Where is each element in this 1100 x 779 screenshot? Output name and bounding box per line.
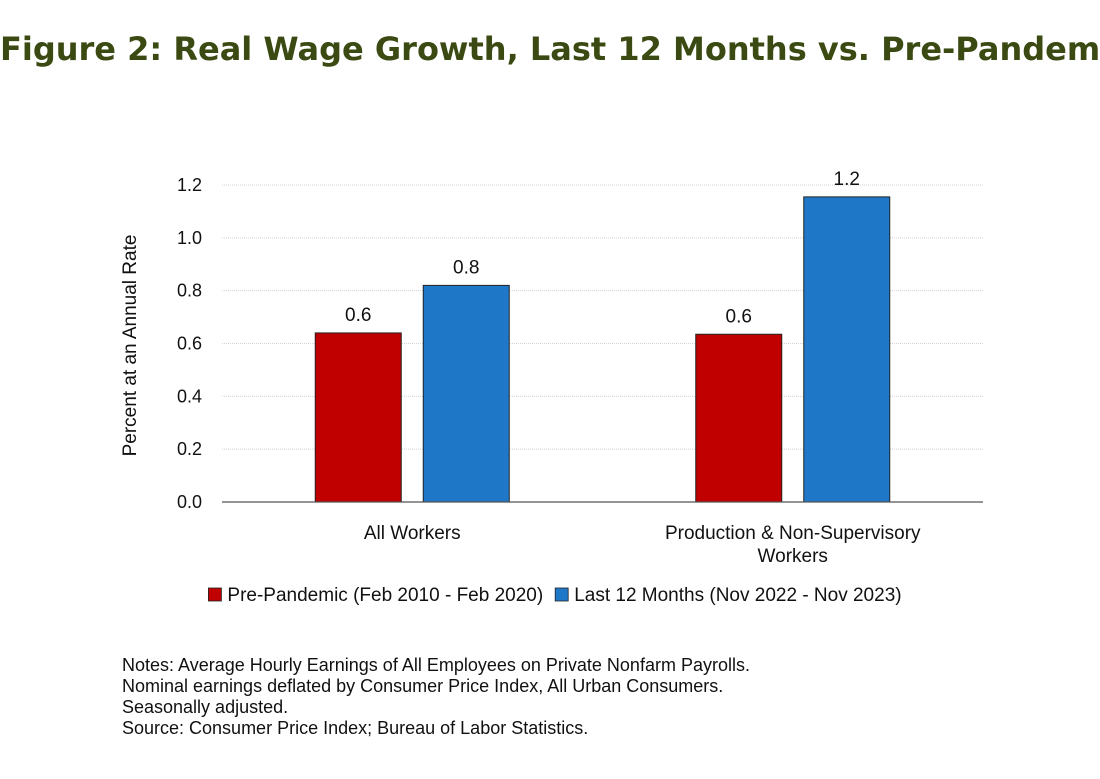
y-tick-label: 0.8: [177, 281, 202, 301]
source-line: Source: Consumer Price Index; Bureau of …: [122, 718, 589, 738]
data-label: 0.6: [345, 305, 371, 326]
bars: [314, 196, 891, 503]
x-category-label: Workers: [758, 546, 828, 567]
y-tick-label: 0.4: [177, 386, 202, 406]
legend-swatch: [208, 587, 222, 602]
y-axis-title: Percent at an Annual Rate: [120, 235, 141, 457]
legend: Pre-Pandemic (Feb 2010 - Feb 2020) Last 1…: [208, 585, 902, 606]
legend-label: Pre-Pandemic (Feb 2010 - Feb 2020): [227, 585, 543, 606]
bar: [803, 196, 891, 503]
bar: [695, 333, 783, 503]
axes: 0.0 0.2 0.4 0.6 0.8 1.0 1.2 Percent at an Annua…: [120, 175, 983, 567]
notes-line: Nominal earnings deflated by Consumer Pr…: [122, 676, 724, 696]
y-tick-label: 0.6: [177, 334, 202, 354]
notes-line: Notes: Average Hourly Earnings of All Em…: [122, 655, 750, 675]
data-label: 0.6: [726, 306, 752, 327]
legend-swatch: [554, 587, 569, 602]
x-category-label: All Workers: [364, 523, 461, 544]
y-tick-label: 1.2: [177, 175, 202, 195]
x-category-label: Production & Non-Supervisory: [665, 523, 921, 544]
data-label: 1.2: [834, 169, 860, 190]
bar: [314, 332, 402, 503]
y-tick-label: 0.0: [177, 492, 202, 512]
data-label: 0.8: [453, 257, 479, 278]
y-tick-label: 0.2: [177, 439, 202, 459]
data-labels: 0.6 0.8 0.6 1.2: [345, 169, 860, 327]
bar: [422, 284, 510, 503]
notes-line: Seasonally adjusted.: [122, 697, 289, 717]
figure-title: Figure 2: Real Wage Growth, Last 12 Mont…: [0, 30, 1100, 68]
legend-label: Last 12 Months (Nov 2022 - Nov 2023): [574, 585, 901, 606]
y-tick-label: 1.0: [177, 228, 202, 248]
chart-notes: Notes: Average Hourly Earnings of All Em…: [122, 655, 1022, 739]
